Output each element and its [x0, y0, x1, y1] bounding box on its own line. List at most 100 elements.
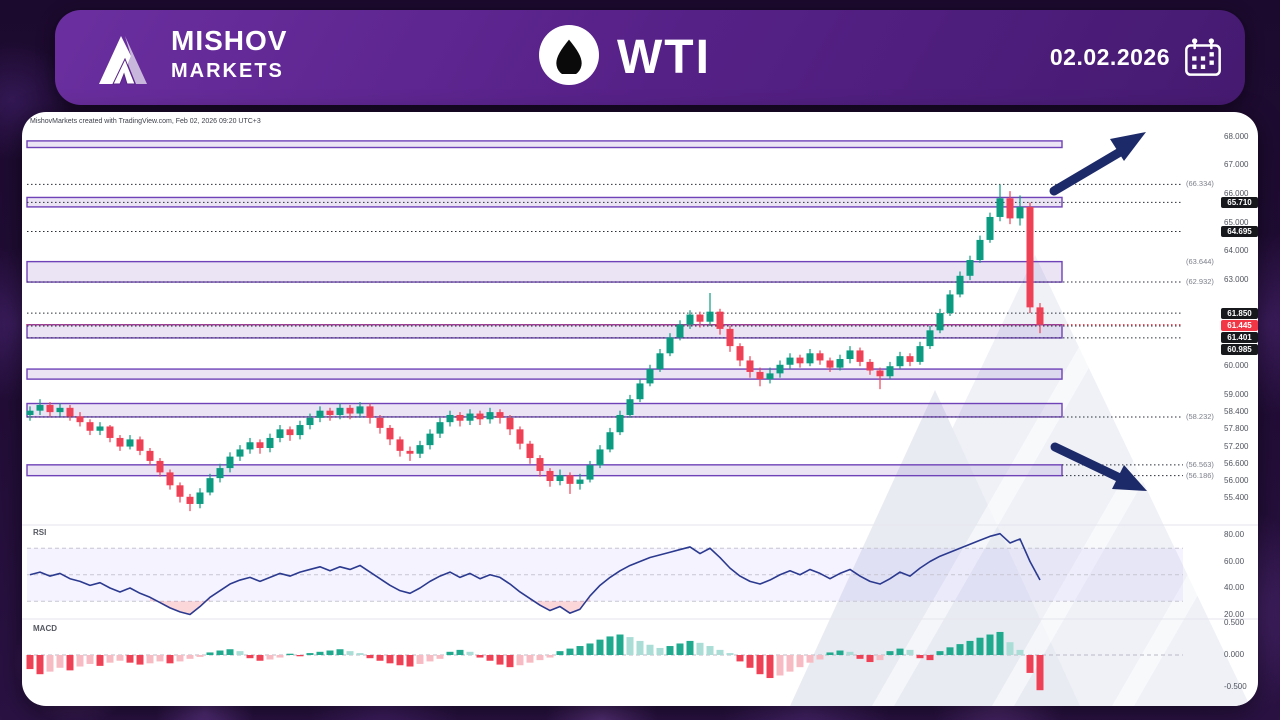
symbol-title: WTI	[617, 31, 711, 84]
macd-bar	[266, 655, 274, 660]
candle-body	[636, 383, 644, 400]
macd-bar	[516, 655, 524, 666]
zone-price-label: (56.186)	[1186, 470, 1214, 480]
macd-bar	[886, 651, 894, 655]
macd-bar	[336, 649, 344, 655]
candle-body	[976, 239, 984, 261]
macd-pane-label: MACD	[33, 624, 57, 633]
macd-bar	[246, 655, 254, 659]
price-axis-tick: 59.000	[1224, 389, 1249, 399]
macd-bar	[506, 655, 514, 668]
macd-bar	[476, 655, 484, 658]
candle-body	[186, 496, 194, 504]
header-bar: MISHOV MARKETS WTI 02.02.2026	[55, 10, 1245, 105]
candle-body	[726, 328, 734, 347]
macd-bar	[786, 655, 794, 672]
rsi-line	[29, 532, 1041, 616]
macd-bar	[356, 653, 364, 655]
macd-bar	[286, 653, 294, 655]
candle-body	[296, 425, 304, 436]
macd-bar	[316, 651, 324, 655]
macd-bar	[1016, 649, 1024, 655]
candle-body	[946, 294, 954, 314]
macd-bar	[966, 640, 974, 655]
candle-body	[596, 449, 604, 466]
price-badge: 60.985	[1221, 343, 1258, 355]
macd-bar	[746, 655, 754, 668]
candle-body	[936, 313, 944, 331]
candle-body	[416, 445, 424, 454]
macd-bar	[636, 640, 644, 655]
candle-body	[536, 458, 544, 471]
macd-bar	[1036, 655, 1044, 691]
macd-bar	[956, 644, 964, 655]
rsi-oversold-fill	[530, 595, 590, 614]
macd-bar	[456, 649, 464, 655]
price-axis-tick: 68.000	[1224, 131, 1249, 141]
rsi-axis-tick: 20.00	[1224, 609, 1245, 619]
price-axis-tick: 57.800	[1224, 424, 1249, 434]
candle-body	[836, 359, 844, 368]
candle-body	[866, 361, 874, 371]
macd-bar	[416, 655, 424, 664]
candle-body	[256, 442, 264, 448]
zone-price-label: (63.644)	[1186, 256, 1214, 266]
candle-body	[366, 406, 374, 418]
price-axis-tick: 58.400	[1224, 407, 1249, 417]
macd-bar	[736, 655, 744, 662]
macd-bar	[366, 655, 374, 659]
candle-body	[166, 472, 174, 486]
candle-body	[606, 432, 614, 450]
candle-body	[766, 373, 774, 380]
macd-bar	[856, 655, 864, 659]
candle-body	[1016, 206, 1024, 219]
macd-bar	[796, 655, 804, 668]
candle-body	[376, 417, 384, 428]
price-axis-tick: 67.000	[1224, 160, 1249, 170]
candle-body	[76, 416, 84, 423]
macd-bar	[96, 655, 104, 666]
candle-body	[316, 410, 324, 418]
macd-bar	[616, 634, 624, 655]
watermark-stripe	[872, 255, 1154, 706]
macd-bar	[216, 650, 224, 655]
candle-body	[1006, 198, 1014, 219]
price-badge: 61.850	[1221, 307, 1258, 319]
mishov-logo-icon	[99, 36, 147, 85]
candle-body	[116, 437, 124, 447]
macd-bar	[566, 648, 574, 655]
candle-body	[816, 353, 824, 361]
macd-bar	[866, 655, 874, 663]
macd-bar	[56, 655, 64, 668]
macd-bar	[406, 655, 414, 667]
candle-body	[556, 475, 564, 481]
rsi-axis-tick: 40.00	[1224, 583, 1245, 592]
price-axis-tick: 55.400	[1224, 493, 1249, 503]
price-axis-tick: 66.000	[1224, 189, 1249, 198]
macd-bar	[496, 655, 504, 665]
candle-body	[846, 350, 854, 360]
macd-bar	[806, 655, 814, 663]
macd-bar	[596, 639, 604, 655]
macd-bar	[176, 655, 184, 662]
macd-bar	[136, 655, 144, 665]
macd-bar	[306, 653, 314, 655]
candle-body	[716, 311, 724, 329]
candle-body	[276, 429, 284, 438]
date-block: 02.02.2026	[1050, 10, 1223, 105]
candle-body	[706, 311, 714, 322]
candle-body	[906, 356, 914, 362]
candle-body	[406, 450, 414, 454]
macd-bar	[66, 655, 74, 671]
candle-body	[476, 413, 484, 420]
candle-body	[306, 417, 314, 426]
price-badge: 61.445	[1221, 319, 1258, 331]
candle-body	[496, 412, 504, 418]
macd-bar	[576, 646, 584, 655]
macd-bar	[826, 652, 834, 655]
macd-bar	[126, 655, 134, 663]
macd-bar	[186, 655, 194, 659]
macd-bar	[986, 634, 994, 655]
macd-bar	[1026, 655, 1034, 673]
macd-bar	[846, 651, 854, 655]
